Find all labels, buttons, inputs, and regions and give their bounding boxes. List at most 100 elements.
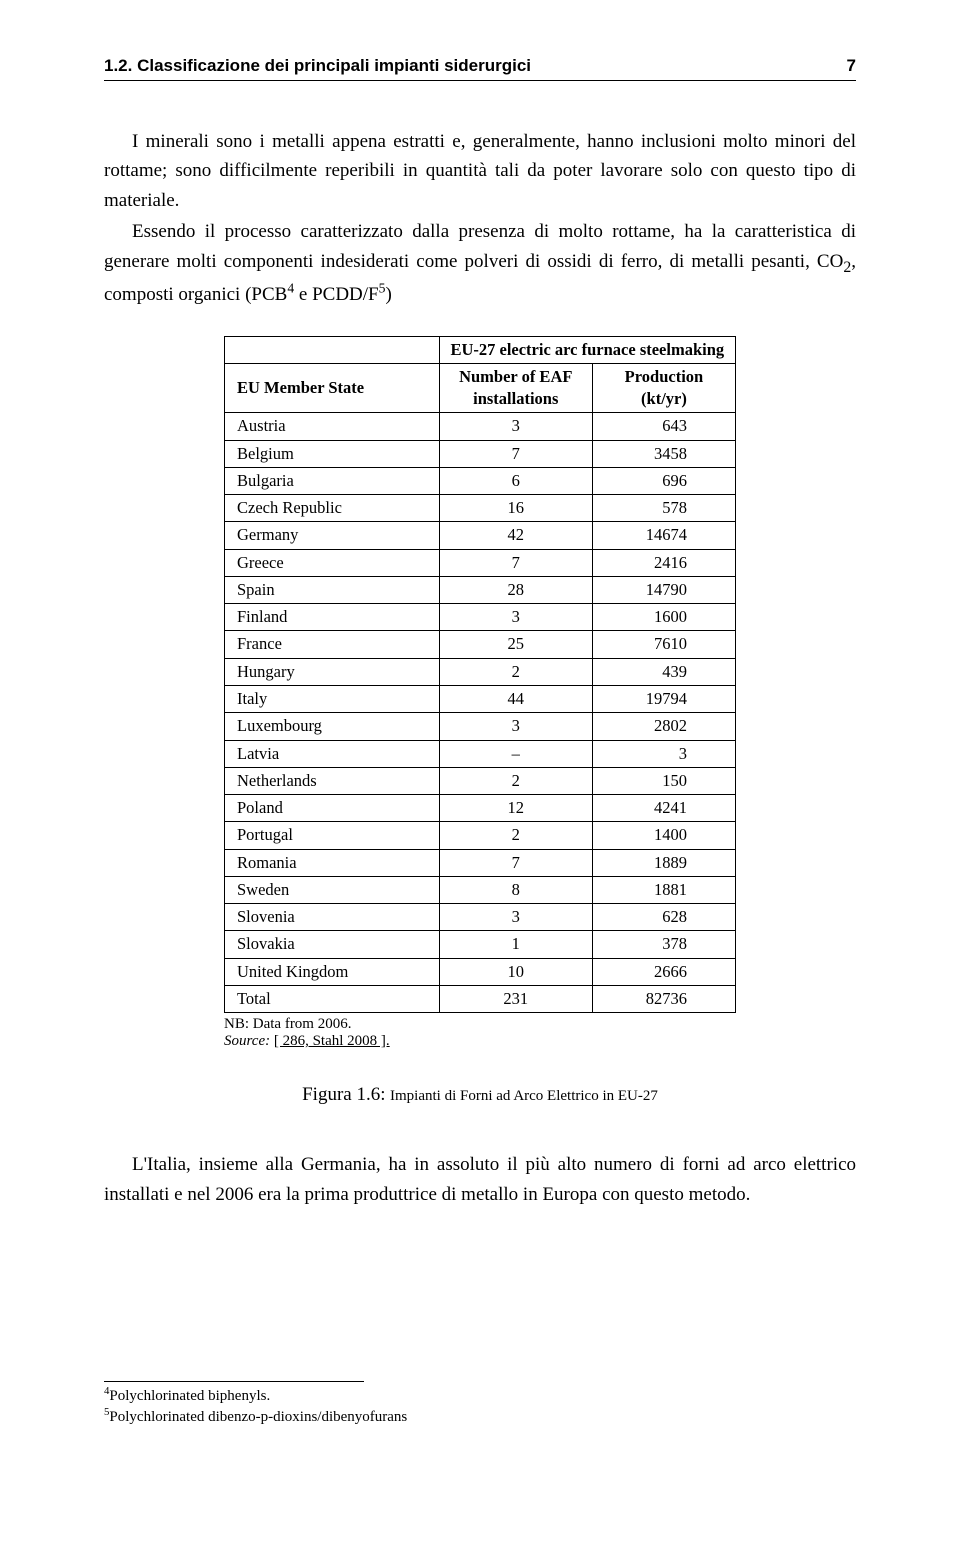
cell-production: 14674 <box>592 522 735 549</box>
table-row: Greece72416 <box>225 549 736 576</box>
footnote-rule <box>104 1381 364 1382</box>
cell-production: 150 <box>592 767 735 794</box>
cell-state: Greece <box>225 549 440 576</box>
table-note-source: Source: [ 286, Stahl 2008 ]. <box>224 1033 736 1050</box>
col-state: EU Member State <box>225 363 440 413</box>
cell-state: Czech Republic <box>225 495 440 522</box>
cell-installations: 2 <box>439 658 592 685</box>
source-body: [ 286, Stahl 2008 ]. <box>274 1033 390 1049</box>
cell-state: Poland <box>225 795 440 822</box>
col-installations: Number of EAF installations <box>439 363 592 413</box>
table-row: France257610 <box>225 631 736 658</box>
cell-installations: 7 <box>439 849 592 876</box>
cell-state: Luxembourg <box>225 713 440 740</box>
table-row: Netherlands2150 <box>225 767 736 794</box>
footnotes: 4Polychlorinated biphenyls. 5Polychlorin… <box>104 1386 856 1428</box>
cell-installations: 7 <box>439 549 592 576</box>
cell-installations: 42 <box>439 522 592 549</box>
table-row: Bulgaria6696 <box>225 467 736 494</box>
cell-production: 378 <box>592 931 735 958</box>
cell-installations: 2 <box>439 767 592 794</box>
table-row: Slovenia3628 <box>225 904 736 931</box>
cell-state: Austria <box>225 413 440 440</box>
table-row: Austria3643 <box>225 413 736 440</box>
cell-installations: 2 <box>439 822 592 849</box>
cell-production: 14790 <box>592 576 735 603</box>
cell-production: 3 <box>592 740 735 767</box>
cell-production: 3458 <box>592 440 735 467</box>
footnote-5-text: Polychlorinated dibenzo-p-dioxins/dibeny… <box>109 1409 407 1425</box>
table-title: EU-27 electric arc furnace steelmaking <box>439 336 735 363</box>
cell-production: 696 <box>592 467 735 494</box>
table-header-row: EU Member State Number of EAF installati… <box>225 363 736 413</box>
cell-state: Bulgaria <box>225 467 440 494</box>
table-row: Poland124241 <box>225 795 736 822</box>
cell-installations: 16 <box>439 495 592 522</box>
footnote-4-text: Polychlorinated biphenyls. <box>109 1388 270 1404</box>
closing-paragraph: L'Italia, insieme alla Germania, ha in a… <box>104 1150 856 1209</box>
table-row: Italy4419794 <box>225 685 736 712</box>
cell-production: 1889 <box>592 849 735 876</box>
table-note-nb: NB: Data from 2006. <box>224 1016 736 1033</box>
cell-installations: 3 <box>439 713 592 740</box>
header-page-number: 7 <box>847 56 856 76</box>
table-row: Romania71889 <box>225 849 736 876</box>
p2-part-a: Essendo il processo caratterizzato dalla… <box>104 221 856 271</box>
cell-state: France <box>225 631 440 658</box>
cell-installations: 7 <box>439 440 592 467</box>
cell-installations: 8 <box>439 876 592 903</box>
cell-state: Spain <box>225 576 440 603</box>
cell-installations: 231 <box>439 985 592 1012</box>
cell-installations: 25 <box>439 631 592 658</box>
cell-production: 1600 <box>592 604 735 631</box>
cell-installations: 3 <box>439 604 592 631</box>
table-row: Hungary2439 <box>225 658 736 685</box>
cell-production: 2416 <box>592 549 735 576</box>
cell-installations: 3 <box>439 904 592 931</box>
table-row: Spain2814790 <box>225 576 736 603</box>
table-row: Latvia–3 <box>225 740 736 767</box>
cell-state: Slovakia <box>225 931 440 958</box>
cell-state: Netherlands <box>225 767 440 794</box>
body-text: I minerali sono i metalli appena estratt… <box>104 127 856 310</box>
table-row: Belgium73458 <box>225 440 736 467</box>
table-title-row: EU-27 electric arc furnace steelmaking <box>225 336 736 363</box>
cell-production: 2666 <box>592 958 735 985</box>
footnote-4: 4Polychlorinated biphenyls. <box>104 1386 856 1407</box>
figure-label: Figura 1.6: <box>302 1084 385 1105</box>
p2-part-d: ) <box>385 284 391 305</box>
table-row: Portugal21400 <box>225 822 736 849</box>
cell-installations: 44 <box>439 685 592 712</box>
table-row: Germany4214674 <box>225 522 736 549</box>
cell-installations: – <box>439 740 592 767</box>
cell-production: 82736 <box>592 985 735 1012</box>
cell-production: 1400 <box>592 822 735 849</box>
footnote-5: 5Polychlorinated dibenzo-p-dioxins/diben… <box>104 1407 856 1428</box>
table-row: Luxembourg32802 <box>225 713 736 740</box>
figure-desc: Impianti di Forni ad Arco Elettrico in E… <box>390 1088 658 1104</box>
p2-part-c: e PCDD/F <box>294 284 378 305</box>
cell-state: Sweden <box>225 876 440 903</box>
cell-production: 1881 <box>592 876 735 903</box>
cell-state: Total <box>225 985 440 1012</box>
figure-caption: Figura 1.6: Impianti di Forni ad Arco El… <box>224 1084 736 1106</box>
cell-state: Germany <box>225 522 440 549</box>
table-row: Total23182736 <box>225 985 736 1012</box>
cell-production: 643 <box>592 413 735 440</box>
table-row: Sweden81881 <box>225 876 736 903</box>
figure-table: EU-27 electric arc furnace steelmaking E… <box>224 336 736 1107</box>
cell-production: 2802 <box>592 713 735 740</box>
page: 1.2. Classificazione dei principali impi… <box>0 0 960 1552</box>
cell-state: Latvia <box>225 740 440 767</box>
table-notes: NB: Data from 2006. Source: [ 286, Stahl… <box>224 1016 736 1050</box>
table-row: United Kingdom102666 <box>225 958 736 985</box>
closing-paragraph-wrap: L'Italia, insieme alla Germania, ha in a… <box>104 1150 856 1209</box>
running-header: 1.2. Classificazione dei principali impi… <box>104 56 856 76</box>
cell-installations: 6 <box>439 467 592 494</box>
cell-production: 439 <box>592 658 735 685</box>
cell-state: Belgium <box>225 440 440 467</box>
table-row: Slovakia1378 <box>225 931 736 958</box>
cell-installations: 3 <box>439 413 592 440</box>
cell-production: 19794 <box>592 685 735 712</box>
col-production: Production (kt/yr) <box>592 363 735 413</box>
